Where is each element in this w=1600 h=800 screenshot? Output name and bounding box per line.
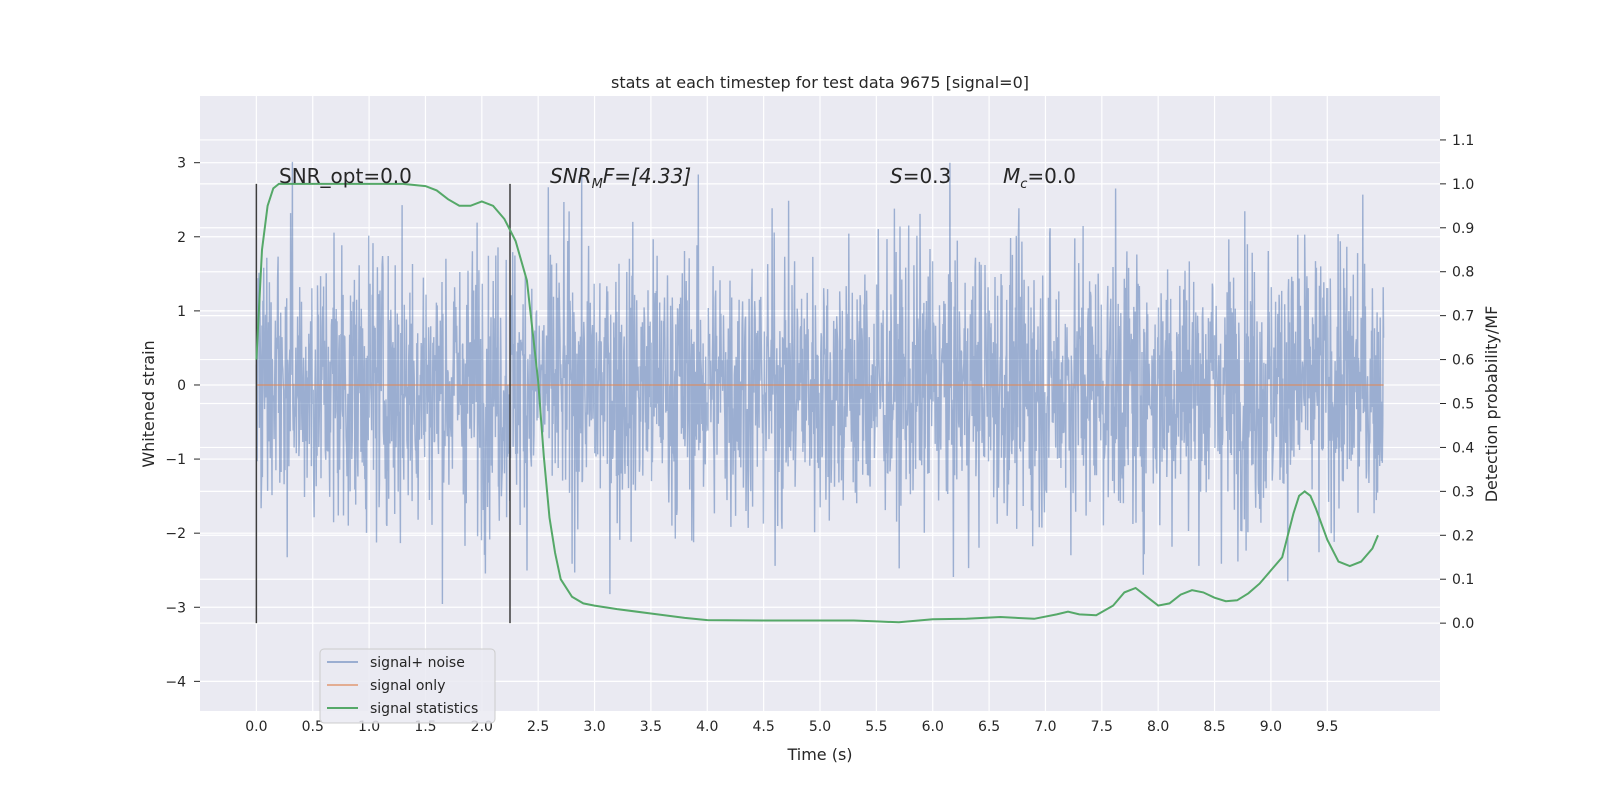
annotation-s-label: S [890,164,903,188]
vertical-markers [255,183,511,624]
x-axis-label: Time (s) [786,745,852,764]
y-tick-label: −1 [165,452,186,468]
y2-tick-label: 0.6 [1452,353,1474,369]
signal-noise-series [255,161,1385,605]
chart-title: stats at each timestep for test data 967… [611,73,1029,92]
y2-tick-label: 1.0 [1452,177,1474,193]
y2-tick-label: 0.4 [1452,440,1474,456]
x-tick-label: 7.0 [1034,719,1056,735]
annotation-s-value: =0.3 [903,164,952,188]
x-tick-label: 4.5 [753,719,775,735]
x-tick-label: 9.5 [1316,719,1338,735]
x-tick-label: 0.0 [245,719,267,735]
y2-tick-label: 0.1 [1452,572,1474,588]
y-tick-labels: 3 2 1 0 −1 −2 −3 −4 [165,156,200,690]
y2-tick-label: 0.9 [1452,221,1474,237]
x-tick-label: 4.0 [696,719,718,735]
annotation-snr-mf-base: SNR [550,164,592,188]
annotation-snr-opt: SNR_opt=0.0 [279,164,412,188]
legend-label-signal-only: signal only [370,678,445,694]
annotation-snr-mf: SNRMF=[4.33] [550,164,691,192]
legend-label-noise: signal+ noise [370,655,465,671]
y-tick-label: −2 [165,526,186,542]
annotation-mc-sub: c [1020,177,1027,192]
legend-label-statistics: signal statistics [370,701,478,717]
y-tick-label: 2 [177,230,186,246]
x-tick-label: 8.0 [1147,719,1169,735]
y2-tick-label: 1.1 [1452,133,1474,149]
y-axis-label: Whitened strain [139,340,158,467]
x-tick-label: 3.0 [583,719,605,735]
annotation-s: S=0.3 [890,164,951,188]
y2-tick-label: 0.8 [1452,265,1474,281]
y-tick-label: −4 [165,674,186,690]
x-tick-label: 6.0 [922,719,944,735]
legend-box [319,648,496,724]
y2-tick-label: 0.7 [1452,309,1474,325]
y2-tick-label: 0.5 [1452,397,1474,413]
x-tick-labels: 0.0 0.5 1.0 1.5 2.0 2.5 3.0 3.5 4.0 4.5 5.0 5.5 6.0 6… [245,719,1338,735]
y-tick-label: 3 [177,156,186,172]
annotation-snr-mf-rest: F=[4.33] [603,164,691,188]
legend: signal+ noise signal only signal statist… [319,648,496,724]
signal-statistics-series [255,182,1379,624]
x-tick-label: 3.5 [640,719,662,735]
x-tick-label: 6.5 [978,719,1000,735]
x-tick-label: 9.0 [1260,719,1282,735]
annotation-snr-mf-sub: M [592,177,603,192]
x-tick-label: 8.5 [1203,719,1225,735]
x-tick-label: 2.5 [527,719,549,735]
y2-tick-labels: 1.1 1.0 0.9 0.8 0.7 0.6 0.5 0.4 0.3 0.2 0.1 0.0 [1440,133,1474,632]
x-tick-label: 0.5 [302,719,324,735]
x-tick-label: 7.5 [1091,719,1113,735]
y2-tick-label: 0.2 [1452,528,1474,544]
y-tick-label: −3 [165,600,186,616]
signal-statistics-line [255,182,1379,624]
annotation-mc-base: M [1003,164,1020,188]
y-tick-label: 0 [177,378,186,394]
annotation-mc: Mc=0.0 [1003,164,1076,192]
signal-noise-line [255,161,1385,605]
annotation-mc-value: =0.0 [1027,164,1076,188]
y2-tick-label: 0.3 [1452,484,1474,500]
y-tick-label: 1 [177,304,186,320]
x-tick-label: 5.5 [865,719,887,735]
y2-axis-label: Detection probability/MF [1482,306,1501,503]
x-tick-label: 5.0 [809,719,831,735]
y2-tick-label: 0.0 [1452,616,1474,632]
